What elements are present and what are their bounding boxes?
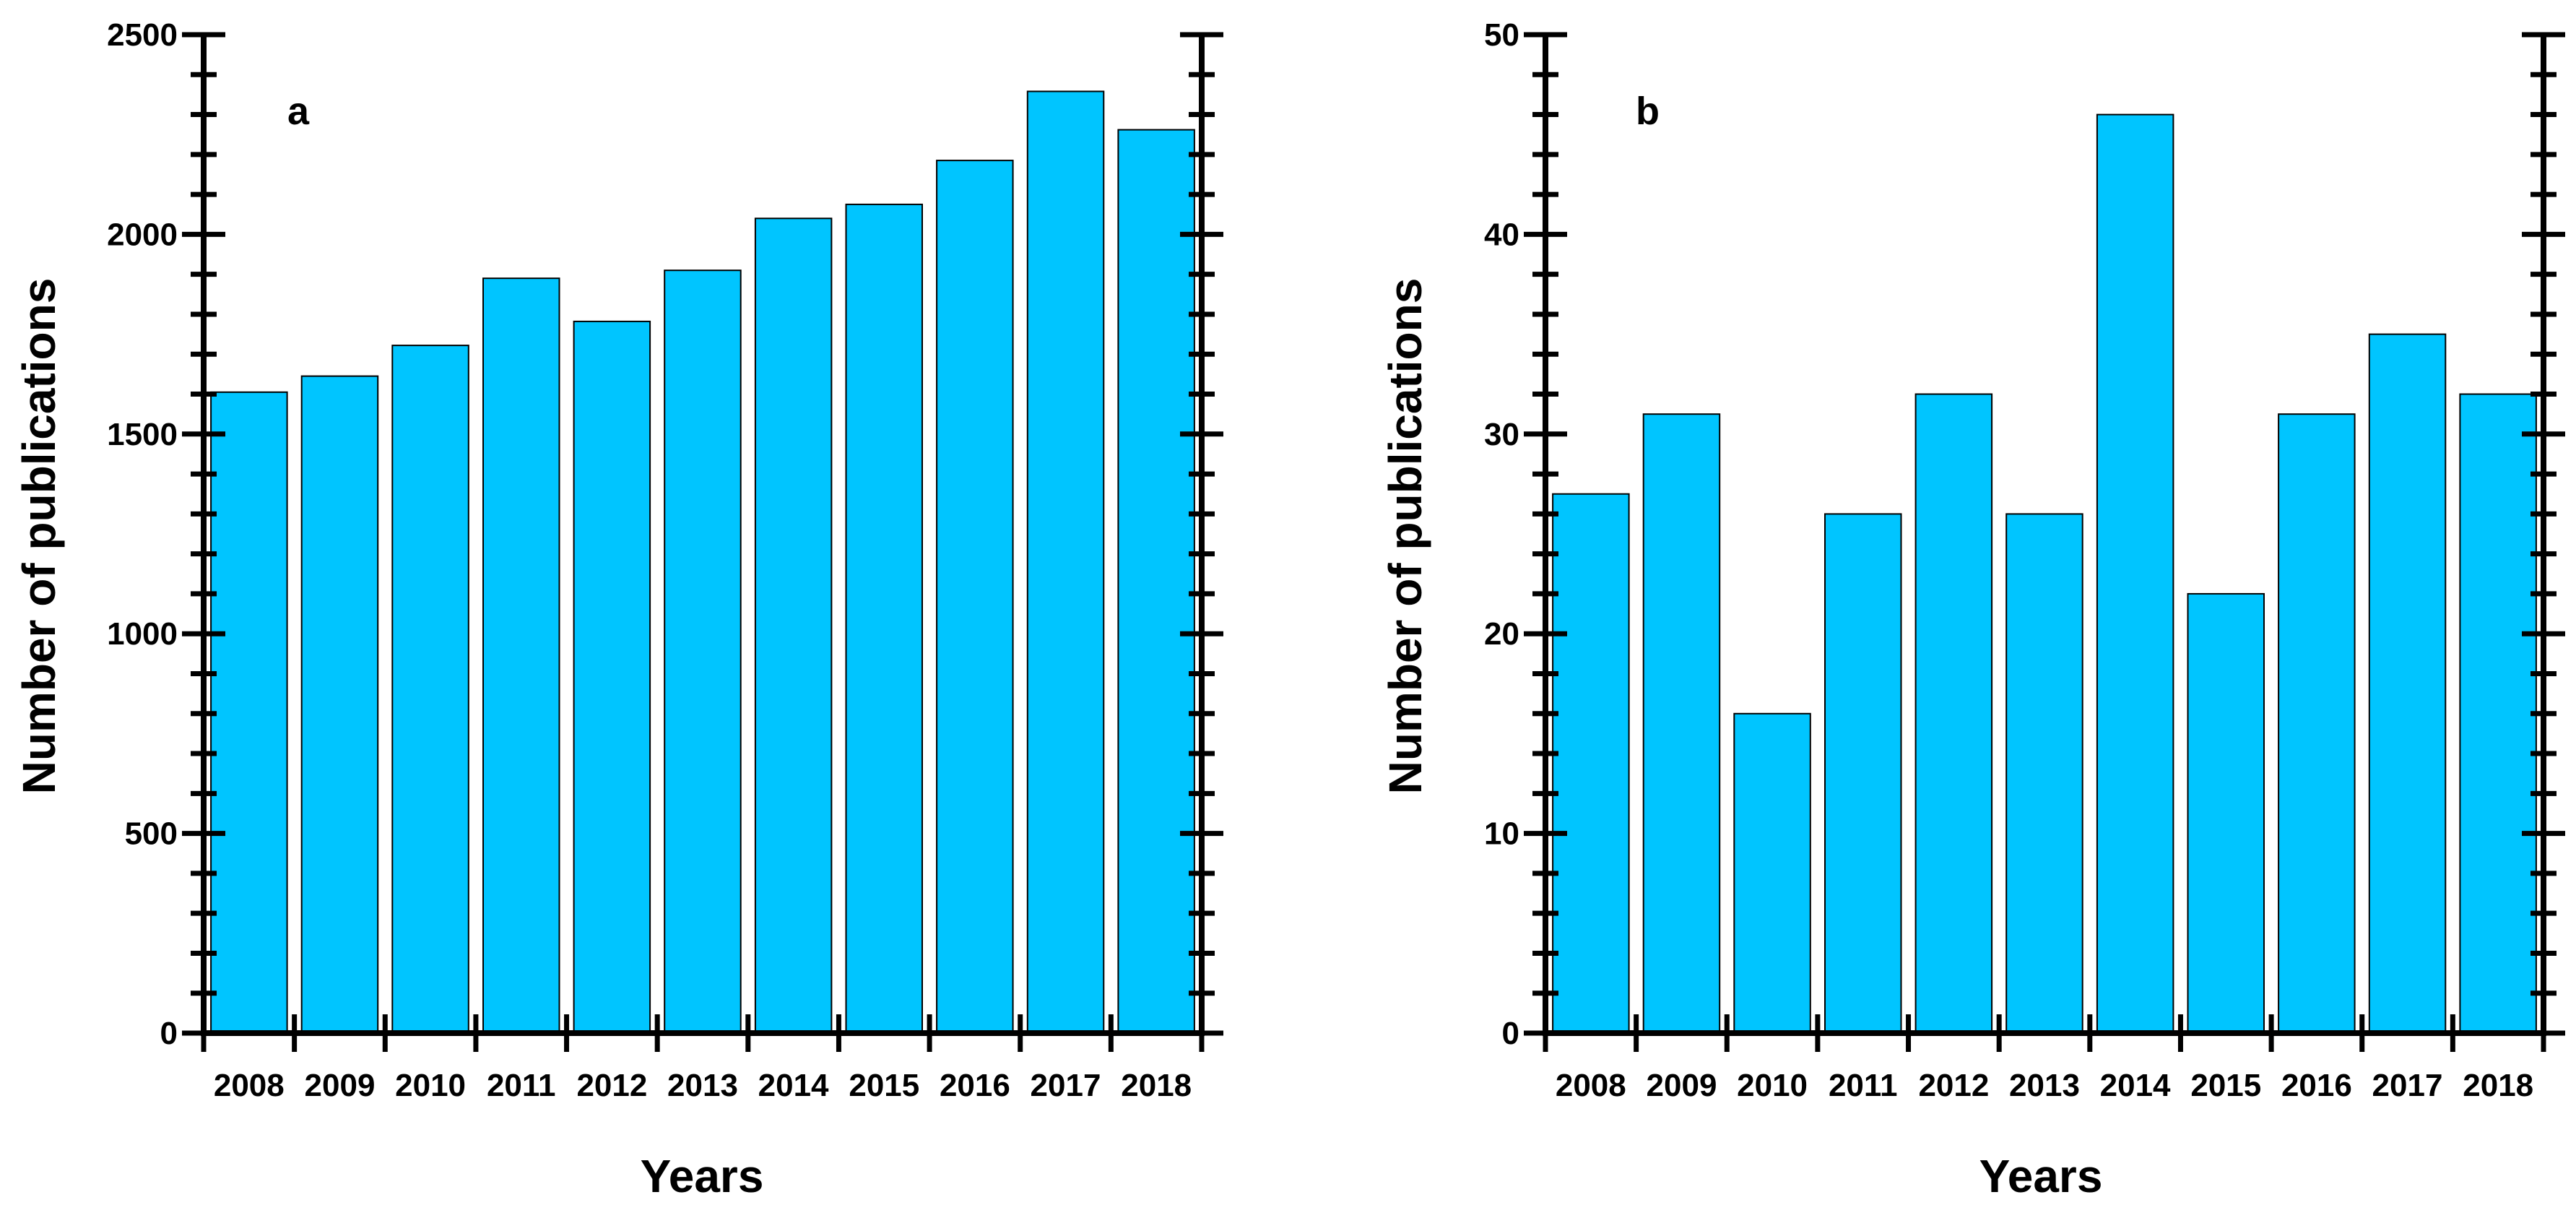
x-tick-label-b: 2016	[2281, 1068, 2352, 1103]
bar-a-2017	[1026, 90, 1105, 1034]
bar-a-2009	[300, 375, 379, 1034]
x-tick-label-b: 2008	[1556, 1068, 1626, 1103]
chart-panel-a: a Number of publications Years 0 500 1000 1…	[13, 17, 1223, 1202]
bar-a-2018	[1117, 129, 1195, 1035]
y-tick-label-a: 2000	[107, 217, 178, 252]
x-tick-label-a: 2015	[849, 1068, 919, 1103]
bar-a-2012	[573, 320, 651, 1034]
y-axis-label-b: Number of publications	[1379, 278, 1431, 795]
x-tick-label-a: 2013	[667, 1068, 738, 1103]
y-axis-label-a: Number of publications	[13, 278, 65, 795]
bar-a-2010	[391, 345, 469, 1035]
bar-b-2011	[1824, 513, 1902, 1034]
y-tick-label-b: 0	[1502, 1016, 1519, 1051]
bar-b-2014	[2096, 113, 2174, 1035]
bar-a-2008	[210, 391, 288, 1034]
x-tick-label-a: 2018	[1121, 1068, 1192, 1103]
bar-b-2010	[1733, 712, 1811, 1034]
y-tick-label-b: 10	[1484, 816, 1519, 852]
x-tick-label-a: 2012	[576, 1068, 647, 1103]
bar-b-2012	[1914, 393, 1993, 1034]
x-tick-label-b: 2013	[2009, 1068, 2080, 1103]
y-tick-label-a: 2500	[107, 17, 178, 53]
bar-a-2013	[664, 269, 742, 1035]
x-tick-label-b: 2010	[1737, 1068, 1808, 1103]
y-tick-label-a: 1500	[107, 417, 178, 452]
bar-a-2014	[754, 217, 833, 1034]
x-tick-label-b: 2011	[1829, 1068, 1897, 1103]
y-tick-label-a: 500	[125, 816, 178, 852]
y-tick-label-b: 30	[1484, 417, 1519, 452]
x-tick-label-a: 2009	[305, 1068, 376, 1103]
bar-b-2008	[1552, 493, 1630, 1034]
x-axis-label-a: Years	[641, 1150, 764, 1202]
x-tick-label-b: 2015	[2190, 1068, 2261, 1103]
y-tick-label-b: 40	[1484, 217, 1519, 252]
x-tick-label-b: 2009	[1647, 1068, 1717, 1103]
bar-b-2015	[2187, 592, 2265, 1034]
bar-b-2018	[2459, 393, 2537, 1034]
x-tick-label-b: 2014	[2100, 1068, 2171, 1103]
panel-label-a: a	[287, 90, 310, 133]
x-tick-label-b: 2018	[2463, 1068, 2533, 1103]
x-tick-label-a: 2017	[1031, 1068, 1101, 1103]
y-tick-label-a: 1000	[107, 616, 178, 652]
x-tick-label-a: 2008	[214, 1068, 285, 1103]
x-tick-label-a: 2010	[395, 1068, 466, 1103]
panel-label-b: b	[1636, 90, 1660, 133]
bar-b-2009	[1642, 413, 1721, 1034]
bar-b-2016	[2278, 413, 2356, 1034]
y-tick-label-b: 20	[1484, 616, 1519, 652]
bar-a-2016	[936, 160, 1014, 1035]
bar-b-2017	[2368, 333, 2447, 1035]
x-tick-label-a: 2016	[940, 1068, 1010, 1103]
x-tick-label-a: 2011	[487, 1068, 555, 1103]
y-tick-label-b: 50	[1484, 17, 1519, 53]
x-tick-label-b: 2012	[1918, 1068, 1989, 1103]
chart-panel-b: b Number of publications Years 0 10 20 30 40…	[1379, 17, 2565, 1202]
x-axis-label-b: Years	[1979, 1150, 2103, 1202]
x-tick-label-a: 2014	[758, 1068, 829, 1103]
y-tick-label-a: 0	[160, 1016, 178, 1051]
bar-b-2013	[2005, 513, 2083, 1034]
bar-a-2011	[482, 277, 560, 1035]
x-tick-label-b: 2017	[2372, 1068, 2443, 1103]
bar-a-2015	[845, 203, 923, 1034]
